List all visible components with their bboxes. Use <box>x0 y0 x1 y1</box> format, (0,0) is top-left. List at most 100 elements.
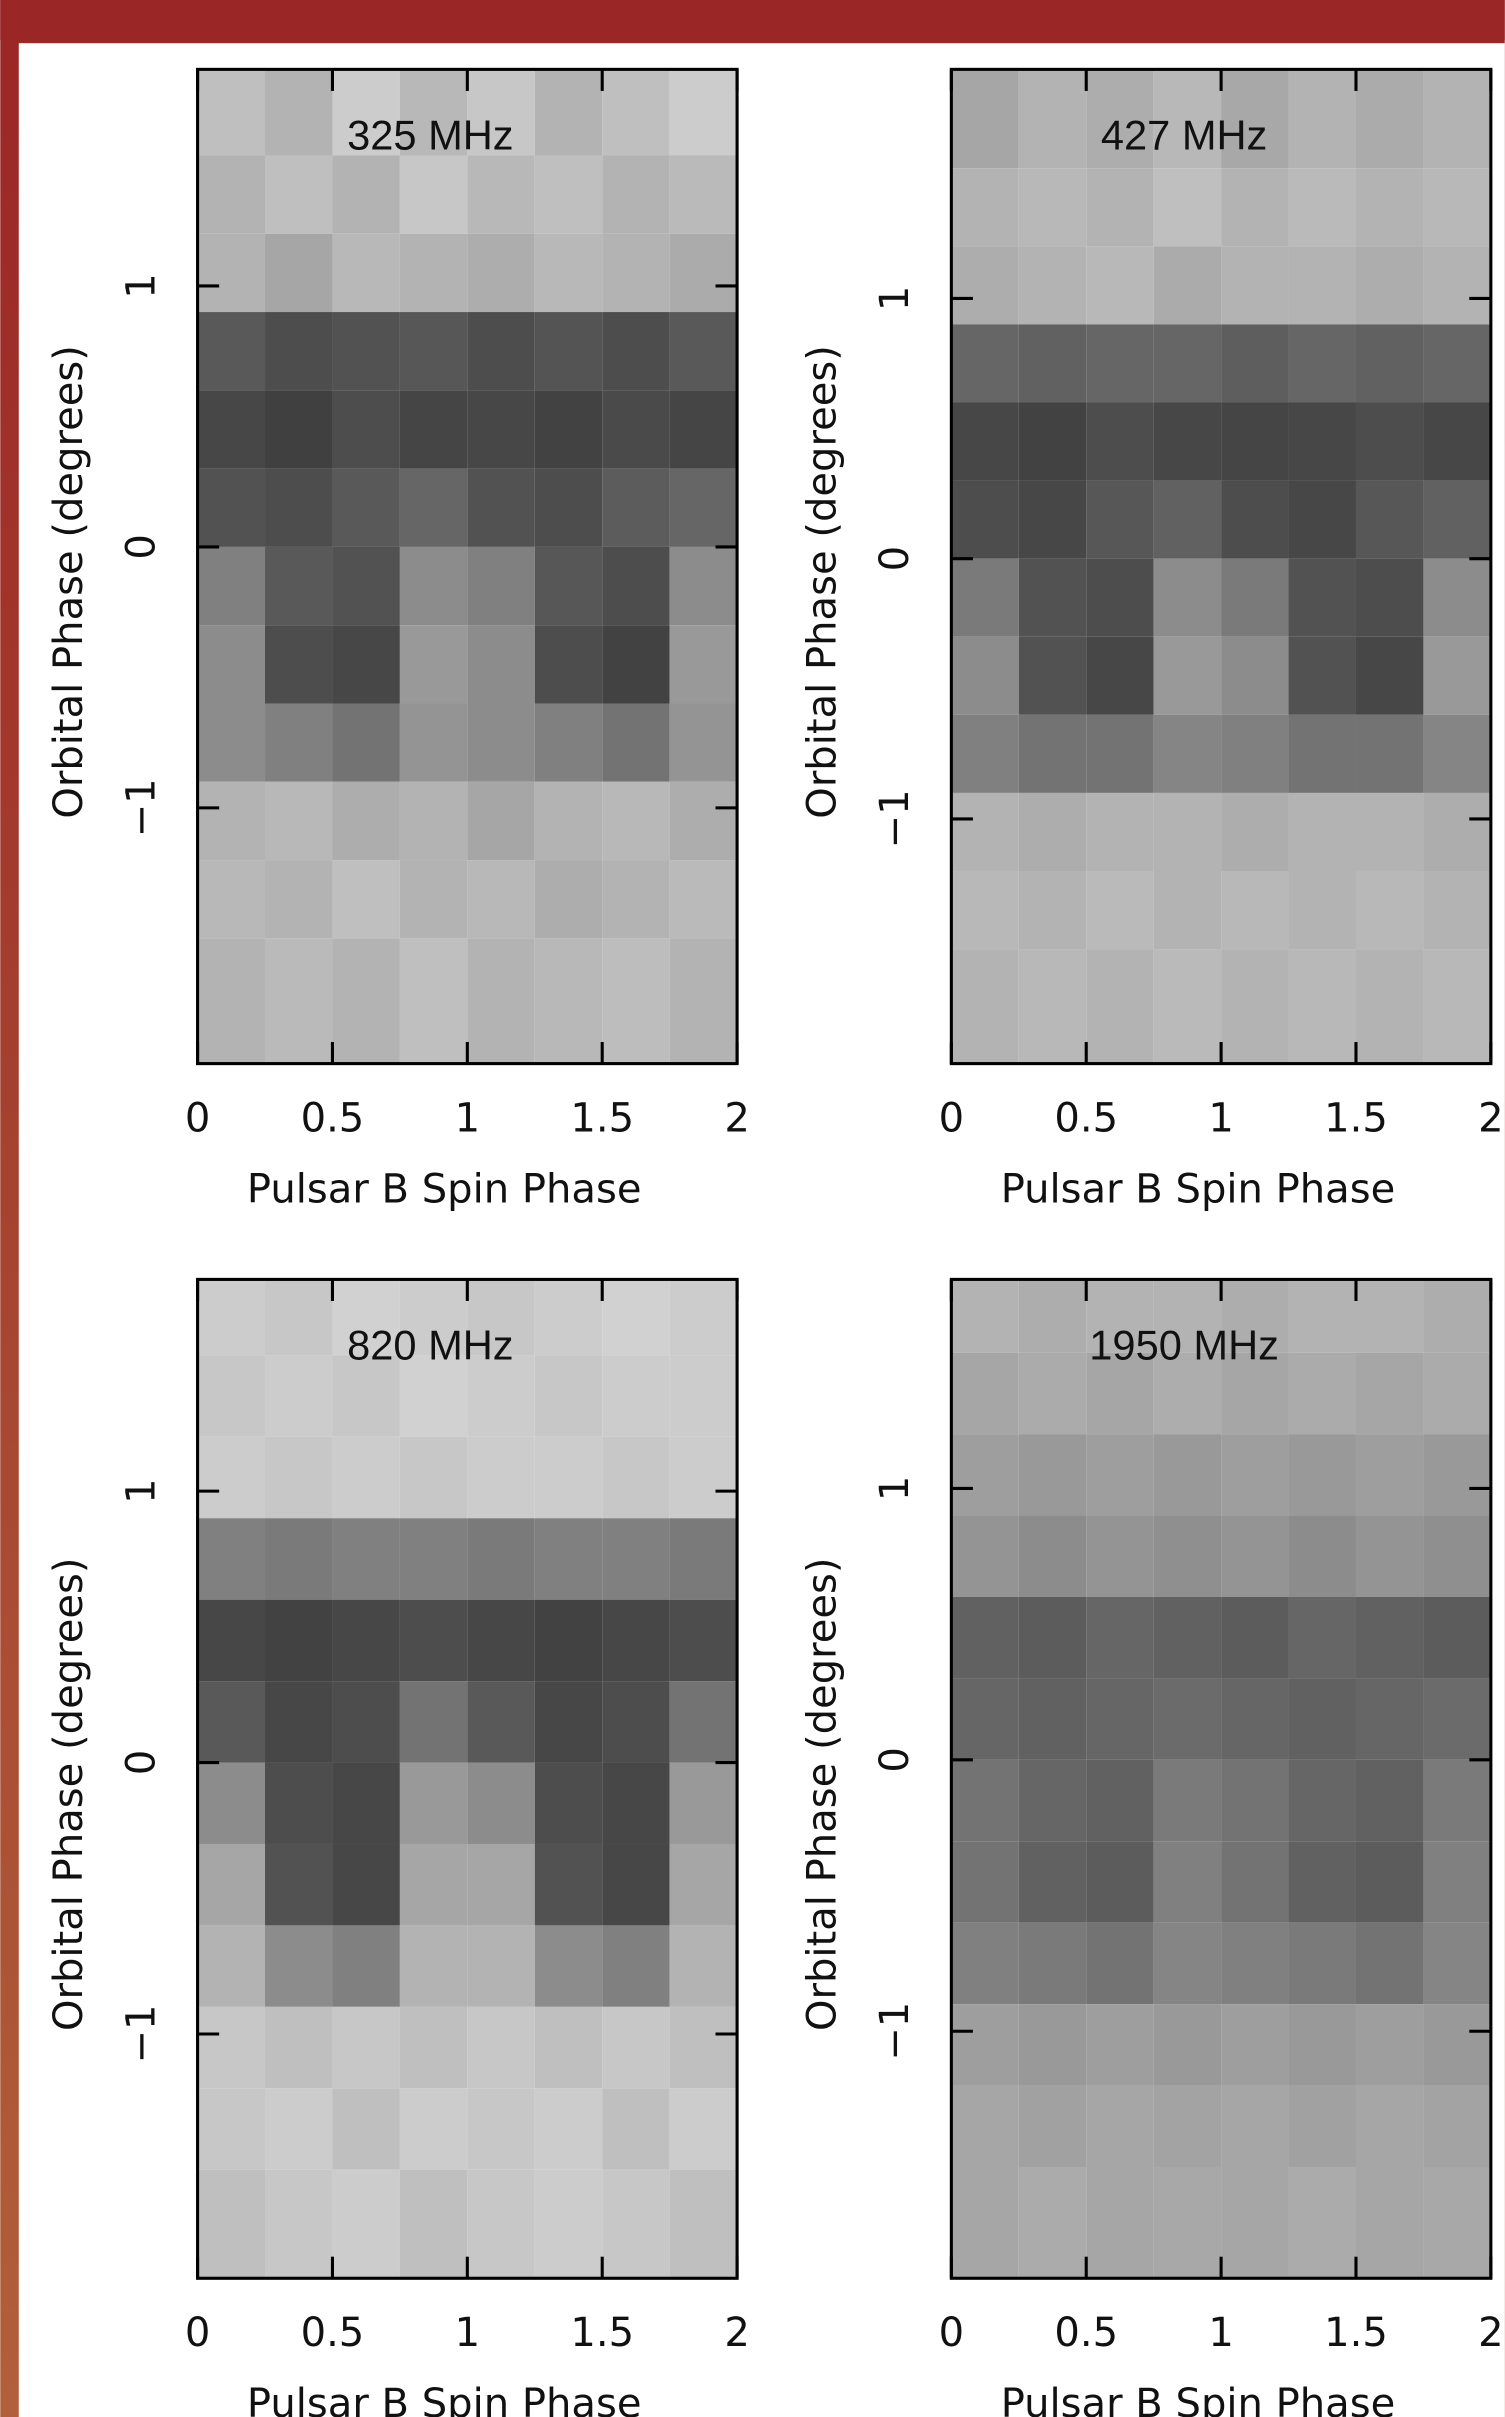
heatmap-cell <box>1153 636 1222 715</box>
heatmap-cell <box>265 546 333 626</box>
heatmap-cell <box>534 1762 603 1844</box>
heatmap-cell <box>1288 1434 1356 1516</box>
heatmap-cell <box>1423 1515 1491 1597</box>
heatmap-cell <box>467 312 535 391</box>
y-axis-label: Orbital Phase (degrees) <box>800 1557 846 2031</box>
heatmap-cell <box>534 2088 603 2170</box>
heatmap-cell <box>669 1599 738 1682</box>
heatmap-cell <box>1153 1352 1222 1435</box>
heatmap-cell <box>1355 1279 1424 1353</box>
heatmap-cell <box>1288 1922 1356 2005</box>
heatmap-cell <box>467 1518 535 1600</box>
heatmap-cell <box>1086 636 1154 715</box>
heatmap-cell <box>602 1762 670 1844</box>
heatmap-cell <box>1355 1922 1424 2005</box>
heatmap-cell <box>265 1843 333 1926</box>
heatmap-cell <box>1086 1841 1154 1923</box>
heatmap-cell <box>1086 402 1154 481</box>
heatmap-cell <box>1288 480 1356 559</box>
x-axis-label: Pulsar B Spin Phase <box>247 1166 642 1212</box>
heatmap-cell <box>265 468 333 547</box>
heatmap-cell <box>1153 1596 1222 1679</box>
heatmap-cell <box>399 155 468 234</box>
heatmap-cell <box>332 155 400 234</box>
x-tick-label: 1 <box>1208 1095 1234 1141</box>
heatmap-cell <box>1288 2166 1356 2279</box>
heatmap-cell <box>265 625 333 704</box>
x-axis-label: Pulsar B Spin Phase <box>1001 2381 1396 2417</box>
heatmap-cell <box>951 2004 1019 2086</box>
heatmap-cell <box>1086 2166 1154 2279</box>
heatmap-cell <box>1153 558 1222 637</box>
heatmap-cell <box>1423 949 1491 1064</box>
heatmap-cell <box>1153 1434 1222 1516</box>
heatmap-cell <box>332 781 400 861</box>
heatmap-cell <box>951 1279 1019 1353</box>
heatmap-cell <box>467 703 535 782</box>
heatmap-cell <box>1221 402 1289 481</box>
heatmap-cell <box>669 69 738 156</box>
heatmap-cell <box>669 2088 738 2170</box>
heatmap-cell <box>197 625 266 704</box>
heatmap-cell <box>1018 949 1087 1064</box>
heatmap-cell <box>602 1355 670 1437</box>
heatmap-cell <box>1018 1841 1087 1923</box>
heatmap-cell <box>602 1843 670 1926</box>
heatmap-cell <box>1018 2085 1087 2167</box>
heatmap-cell <box>602 1436 670 1519</box>
heatmap-cell <box>197 2088 266 2170</box>
x-axis-label: Pulsar B Spin Phase <box>247 2381 642 2417</box>
y-tick-label: 0 <box>118 534 164 560</box>
heatmap-cell <box>467 546 535 626</box>
heatmap-cell <box>197 546 266 626</box>
heatmap-cell <box>332 860 400 939</box>
heatmap-cell <box>265 1681 333 1763</box>
heatmap-cell <box>1221 714 1289 793</box>
heatmap-cell <box>534 1843 603 1926</box>
heatmap-cell <box>1018 1434 1087 1516</box>
heatmap-cell <box>1086 1678 1154 1760</box>
heatmap-cell <box>602 860 670 939</box>
heatmap-cell <box>669 781 738 861</box>
heatmap <box>951 69 1491 1064</box>
x-tick-label: 1 <box>1208 2310 1234 2356</box>
heatmap-cell <box>1355 636 1424 715</box>
heatmap-cell <box>1018 1678 1087 1760</box>
heatmap-cell <box>1086 1922 1154 2005</box>
heatmap-cell <box>1355 480 1424 559</box>
heatmap-cell <box>1423 1922 1491 2005</box>
y-tick-label: 1 <box>118 273 164 299</box>
heatmap-cell <box>669 312 738 391</box>
heatmap-cell <box>265 233 333 313</box>
heatmap-cell <box>399 938 468 1064</box>
heatmap-cell <box>534 69 603 156</box>
heatmap-cell <box>1423 714 1491 793</box>
y-tick-label: −1 <box>872 789 918 848</box>
heatmap-cell <box>1018 871 1087 950</box>
heatmap-cell <box>1018 2166 1087 2279</box>
heatmap-cell <box>399 1843 468 1926</box>
heatmap-cell <box>1018 480 1087 559</box>
heatmap-cell <box>197 1843 266 1926</box>
heatmap-cell <box>602 938 670 1064</box>
heatmap-cell <box>197 1925 266 2007</box>
heatmap-cell <box>951 168 1019 247</box>
heatmap-cell <box>1423 2085 1491 2167</box>
heatmap-cell <box>332 546 400 626</box>
heatmap-cell <box>602 1599 670 1682</box>
heatmap-cell <box>1086 168 1154 247</box>
x-tick-label: 0.5 <box>301 1095 365 1141</box>
heatmap-cell <box>1221 2166 1289 2279</box>
heatmap-cell <box>197 69 266 156</box>
heatmap-cell <box>197 860 266 939</box>
heatmap-cell <box>669 1681 738 1763</box>
heatmap-cell <box>1018 324 1087 403</box>
heatmap-cell <box>1288 324 1356 403</box>
heatmap-cell <box>1355 871 1424 950</box>
heatmap-cell <box>197 1599 266 1682</box>
heatmap-cell <box>1423 324 1491 403</box>
heatmap-cell <box>669 1762 738 1844</box>
heatmap-cell <box>534 390 603 469</box>
x-tick-label: 0 <box>939 1095 965 1141</box>
